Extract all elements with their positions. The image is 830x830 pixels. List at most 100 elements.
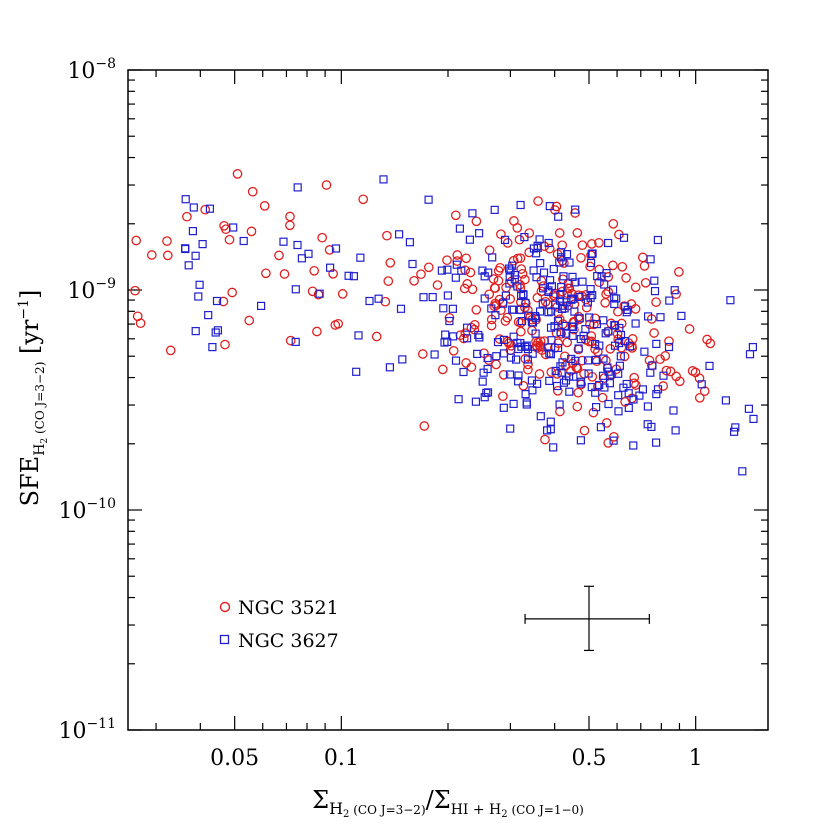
point-ngc3521 — [515, 279, 525, 290]
point-ngc3627 — [545, 276, 555, 285]
point-ngc3627 — [208, 343, 217, 352]
point-ngc3627 — [506, 266, 515, 275]
point-ngc3521 — [576, 252, 586, 263]
point-ngc3521 — [484, 289, 495, 300]
point-ngc3521 — [165, 345, 176, 356]
x-label-sub6: (CO J=1−0) — [508, 803, 584, 817]
point-ngc3521 — [534, 340, 545, 351]
point-ngc3627 — [293, 183, 302, 192]
point-ngc3521 — [285, 335, 296, 346]
point-ngc3521 — [660, 351, 671, 361]
point-ngc3627 — [480, 294, 489, 303]
point-ngc3627 — [581, 325, 590, 334]
y-tick-label: 10−9 — [67, 276, 116, 304]
point-ngc3521 — [466, 362, 477, 373]
point-ngc3521 — [621, 273, 631, 283]
point-ngc3627 — [576, 379, 585, 388]
point-ngc3627 — [591, 403, 601, 412]
point-ngc3627 — [449, 332, 458, 341]
point-ngc3627 — [527, 376, 537, 385]
point-ngc3627 — [424, 195, 433, 204]
point-ngc3521 — [577, 355, 587, 366]
point-ngc3627 — [509, 399, 518, 408]
point-ngc3627 — [505, 370, 515, 379]
point-ngc3627 — [441, 330, 450, 339]
point-ngc3521 — [500, 316, 511, 326]
point-ngc3627 — [516, 291, 526, 301]
point-ngc3521 — [694, 373, 705, 384]
point-ngc3627 — [395, 230, 404, 239]
point-ngc3627 — [546, 417, 555, 426]
point-ngc3521 — [600, 297, 611, 308]
point-ngc3627 — [509, 305, 518, 314]
point-ngc3627 — [529, 266, 538, 275]
point-ngc3521 — [608, 218, 619, 229]
x-label-sigma: Σ — [312, 786, 329, 814]
point-ngc3521 — [534, 369, 545, 379]
point-ngc3521 — [581, 302, 592, 313]
point-ngc3627 — [291, 337, 300, 346]
point-ngc3627 — [459, 367, 468, 377]
point-ngc3521 — [130, 285, 140, 296]
point-ngc3627 — [455, 224, 464, 233]
point-ngc3627 — [592, 320, 602, 329]
point-ngc3627 — [522, 400, 531, 409]
point-ngc3627 — [545, 376, 554, 385]
point-ngc3627 — [620, 337, 630, 346]
point-ngc3521 — [162, 236, 172, 246]
point-ngc3627 — [556, 290, 565, 300]
point-ngc3627 — [560, 304, 569, 313]
point-ngc3521 — [423, 262, 434, 273]
point-ngc3521 — [585, 319, 595, 330]
point-ngc3521 — [651, 297, 661, 307]
point-ngc3521 — [285, 220, 295, 231]
point-ngc3521 — [330, 320, 341, 330]
point-ngc3627 — [652, 390, 661, 399]
point-ngc3521 — [518, 380, 529, 391]
point-ngc3521 — [516, 264, 527, 274]
point-ngc3627 — [565, 387, 574, 396]
y-label-close: ] — [16, 290, 44, 299]
point-ngc3627 — [603, 238, 613, 248]
y-label-exp: −1 — [16, 299, 32, 320]
point-ngc3627 — [705, 361, 714, 370]
point-ngc3627 — [531, 313, 540, 322]
point-ngc3627 — [315, 289, 324, 298]
point-ngc3627 — [731, 423, 740, 432]
point-ngc3521 — [232, 169, 243, 179]
point-ngc3627 — [546, 350, 556, 359]
x-axis-label: ΣH2 (CO J=3−2)/ΣHI + H2 (CO J=1−0) — [312, 786, 584, 820]
point-ngc3627 — [677, 311, 686, 320]
point-ngc3521 — [484, 245, 495, 256]
point-ngc3521 — [461, 358, 471, 368]
point-ngc3627 — [408, 259, 417, 269]
point-ngc3627 — [595, 380, 604, 390]
point-ngc3627 — [515, 305, 524, 314]
point-ngc3627 — [608, 285, 618, 294]
point-ngc3521 — [247, 186, 258, 197]
point-ngc3627 — [610, 294, 619, 303]
point-ngc3627 — [501, 291, 510, 300]
point-ngc3521 — [627, 343, 637, 353]
point-ngc3627 — [331, 244, 341, 253]
point-ngc3521 — [416, 269, 426, 280]
point-ngc3627 — [521, 390, 530, 399]
point-ngc3627 — [557, 282, 566, 292]
point-ngc3627 — [604, 327, 613, 336]
point-ngc3627 — [475, 333, 484, 342]
point-ngc3627 — [610, 320, 619, 330]
point-ngc3627 — [510, 270, 519, 280]
point-ngc3627 — [596, 423, 606, 432]
point-ngc3627 — [624, 403, 633, 412]
point-ngc3627 — [452, 260, 461, 269]
point-ngc3627 — [585, 313, 594, 322]
point-ngc3521 — [573, 387, 584, 398]
point-ngc3627 — [385, 363, 394, 372]
point-ngc3627 — [567, 294, 576, 303]
point-ngc3627 — [553, 343, 563, 353]
x-label-sub5: 2 — [501, 809, 507, 820]
point-ngc3627 — [211, 328, 220, 337]
point-ngc3627 — [499, 349, 509, 358]
point-ngc3521 — [562, 337, 573, 348]
point-ngc3627 — [195, 280, 204, 289]
